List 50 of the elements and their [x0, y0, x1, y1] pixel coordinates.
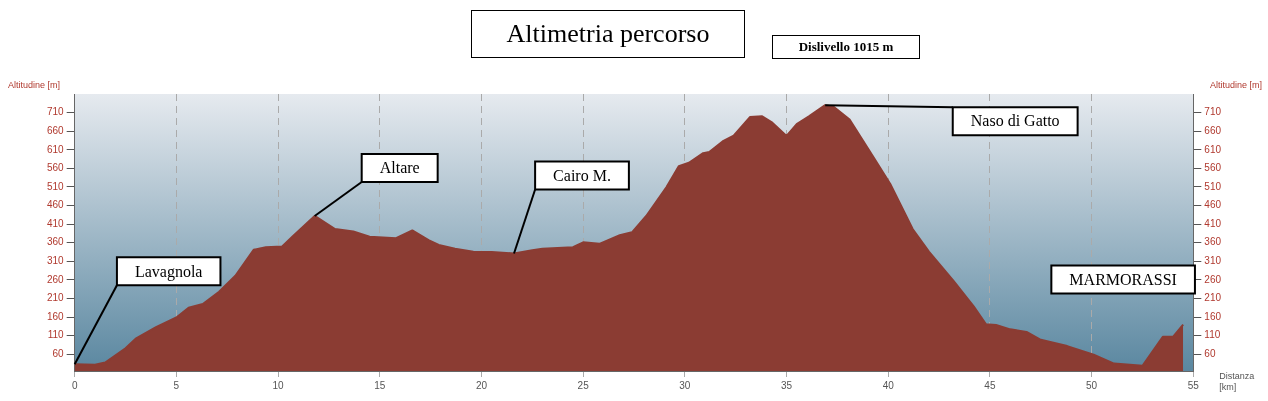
y-tick-label: 460 [47, 199, 65, 211]
y-tick-label: 110 [47, 329, 65, 341]
x-tick-label: 20 [475, 379, 488, 391]
x-tick-label: 0 [71, 379, 78, 391]
y2-tick-label: 260 [1204, 273, 1222, 285]
x-tick-label: 50 [1086, 379, 1098, 391]
y2-tick-label: 210 [1204, 292, 1222, 304]
y-tick-label: 510 [47, 180, 65, 192]
y-tick-label: 560 [47, 162, 65, 174]
annotation: Cairo M. [553, 166, 611, 184]
chart-title: Altimetria percorso [471, 10, 745, 58]
x-axis-title: Distanza [km] [1219, 371, 1255, 392]
y-tick-label: 260 [47, 273, 65, 285]
y-tick-label: 610 [47, 143, 65, 155]
y-tick-label: 60 [52, 348, 65, 360]
y2-tick-label: 710 [1204, 106, 1222, 118]
y2-axis-title: Altitudine [m] [1209, 80, 1262, 90]
y2-tick-label: 610 [1204, 143, 1222, 155]
x-tick-label: 45 [984, 379, 996, 391]
y2-tick-label: 160 [1204, 310, 1222, 322]
annotation: Lavagnola [134, 262, 203, 281]
y2-tick-label: 360 [1204, 236, 1222, 248]
annotation: MARMORASSI [1069, 270, 1177, 288]
y2-tick-label: 660 [1204, 124, 1222, 136]
x-tick-label: 55 [1187, 379, 1200, 391]
y2-tick-label: 560 [1204, 162, 1222, 174]
x-tick-label: 40 [882, 379, 895, 391]
x-tick-label: 25 [577, 379, 590, 391]
x-tick-label: 5 [173, 379, 180, 391]
y2-tick-label: 60 [1204, 348, 1216, 360]
y-tick-label: 360 [47, 236, 65, 248]
y-tick-label: 710 [47, 106, 65, 118]
x-tick-label: 30 [679, 379, 691, 391]
y-tick-label: 660 [47, 124, 65, 136]
y2-tick-label: 410 [1204, 217, 1222, 229]
y-tick-label: 210 [47, 292, 65, 304]
annotation: Altare [379, 159, 420, 177]
y-tick-label: 160 [47, 310, 65, 322]
y-tick-label: 410 [47, 217, 65, 229]
y-tick-label: 310 [47, 255, 65, 267]
chart-subtitle: Dislivello 1015 m [772, 35, 920, 59]
y2-tick-label: 110 [1204, 329, 1221, 341]
x-tick-label: 10 [272, 379, 285, 391]
x-tick-label: 35 [780, 379, 793, 391]
y-axis-title: Altitudine [m] [8, 80, 61, 90]
annotation: Naso di Gatto [970, 112, 1060, 130]
x-tick-label: 15 [374, 379, 386, 391]
y2-tick-label: 460 [1204, 199, 1222, 211]
y2-tick-label: 310 [1204, 255, 1222, 267]
y2-tick-label: 510 [1204, 180, 1222, 192]
